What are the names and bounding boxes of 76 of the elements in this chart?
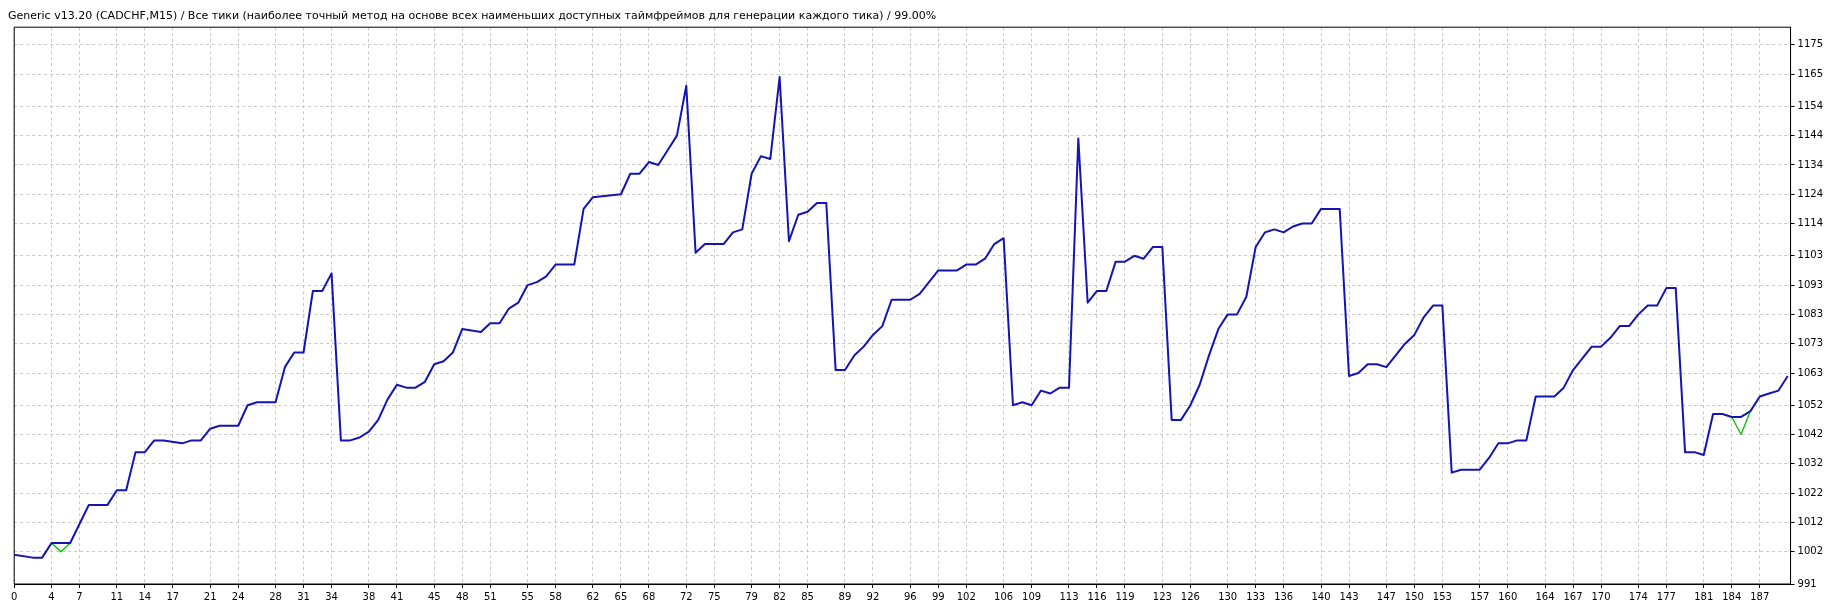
y-tick-label: 1154 (1797, 99, 1823, 111)
y-tick-label: 1042 (1797, 428, 1823, 440)
x-tick-label: 147 (1376, 590, 1396, 602)
x-tick-label: 45 (427, 590, 441, 602)
x-tick-label: 31 (297, 590, 310, 602)
x-tick-label: 150 (1404, 590, 1424, 602)
x-tick-label: 75 (707, 590, 721, 602)
x-tick-label: 34 (325, 590, 338, 602)
x-tick-label: 174 (1628, 590, 1648, 602)
x-tick-label: 55 (521, 590, 534, 602)
y-tick-label: 1093 (1797, 278, 1823, 290)
x-tick-label: 99 (931, 590, 945, 602)
x-tick-label: 106 (994, 590, 1014, 602)
x-tick-label: 24 (231, 590, 245, 602)
chart-title: Generic v13.20 (CADCHF,M15) / Все тики (наиболее точный метод на основе всех наименьших доступных таймфреймов для генерации каждого тика) / 99.00% (8, 9, 937, 23)
y-tick-label: 991 (1797, 577, 1817, 589)
x-tick-label: 72 (679, 590, 693, 602)
x-tick-label: 113 (1059, 590, 1079, 602)
x-tick-label: 143 (1339, 590, 1359, 602)
x-tick-label: 140 (1311, 590, 1331, 602)
y-tick-label: 1144 (1797, 129, 1823, 141)
x-tick-label: 68 (642, 590, 656, 602)
x-tick-label: 38 (362, 590, 376, 602)
x-tick-label: 4 (48, 590, 55, 602)
x-tick-label: 65 (614, 590, 628, 602)
x-tick-label: 21 (203, 590, 217, 602)
x-tick-label: 7 (76, 590, 83, 602)
x-tick-label: 136 (1274, 590, 1294, 602)
x-tick-label: 157 (1470, 590, 1490, 602)
x-tick-label: 79 (745, 590, 758, 602)
x-tick-label: 187 (1750, 590, 1770, 602)
y-tick-label: 1134 (1797, 158, 1823, 170)
y-tick-label: 1114 (1797, 217, 1823, 229)
x-tick-label: 126 (1180, 590, 1200, 602)
x-tick-label: 153 (1432, 590, 1452, 602)
x-tick-label: 11 (110, 590, 124, 602)
x-tick-label: 109 (1022, 590, 1042, 602)
x-tick-label: 51 (483, 590, 497, 602)
x-tick-label: 177 (1656, 590, 1676, 602)
x-tick-label: 96 (903, 590, 917, 602)
y-tick-label: 1063 (1797, 366, 1823, 378)
x-tick-label: 167 (1563, 590, 1583, 602)
x-tick-label: 17 (166, 590, 180, 602)
y-tick-label: 1124 (1797, 187, 1823, 199)
x-tick-label: 89 (838, 590, 852, 602)
x-tick-label: 41 (390, 590, 404, 602)
x-tick-label: 160 (1498, 590, 1518, 602)
y-tick-label: 1073 (1797, 337, 1823, 349)
y-tick-label: 1022 (1797, 486, 1823, 498)
x-tick-label: 116 (1087, 590, 1107, 602)
x-tick-label: 123 (1152, 590, 1172, 602)
y-tick-label: 1012 (1797, 516, 1823, 528)
x-tick-label: 0 (10, 590, 18, 602)
x-tick-label: 28 (269, 590, 282, 602)
y-tick-label: 1165 (1797, 67, 1823, 79)
x-tick-label: 48 (455, 590, 469, 602)
x-tick-label: 184 (1722, 590, 1742, 602)
x-tick-label: 82 (773, 590, 786, 602)
y-tick-label: 1032 (1797, 457, 1823, 469)
x-tick-label: 62 (586, 590, 600, 602)
y-tick-label: 1083 (1797, 307, 1823, 319)
x-tick-label: 92 (866, 590, 880, 602)
x-tick-label: 119 (1115, 590, 1135, 602)
x-tick-label: 133 (1246, 590, 1266, 602)
x-tick-label: 85 (801, 590, 814, 602)
y-tick-label: 1175 (1797, 38, 1823, 50)
x-tick-label: 102 (956, 590, 976, 602)
x-tick-label: 181 (1694, 590, 1714, 602)
y-tick-label: 1103 (1797, 249, 1823, 261)
x-tick-label: 170 (1591, 590, 1611, 602)
y-tick-label: 1002 (1797, 545, 1823, 557)
x-tick-label: 130 (1218, 590, 1238, 602)
x-tick-label: 164 (1535, 590, 1555, 602)
x-tick-label: 58 (549, 590, 562, 602)
y-tick-label: 1052 (1797, 398, 1823, 410)
x-tick-label: 14 (138, 590, 152, 602)
